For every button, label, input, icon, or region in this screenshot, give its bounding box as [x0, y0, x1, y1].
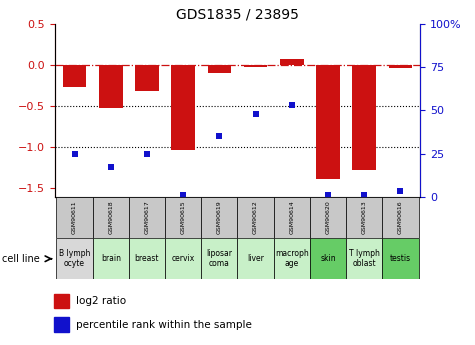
Text: B lymph
ocyte: B lymph ocyte: [59, 249, 90, 268]
Bar: [135, 65, 159, 91]
Text: GSM90616: GSM90616: [398, 200, 403, 234]
Text: testis: testis: [390, 254, 411, 263]
Text: GSM90615: GSM90615: [180, 200, 186, 234]
Bar: [165, 238, 201, 279]
Bar: [310, 197, 346, 238]
Bar: [99, 65, 123, 108]
Bar: [57, 197, 93, 238]
Text: GSM90613: GSM90613: [362, 200, 367, 234]
Bar: [201, 238, 238, 279]
Bar: [238, 238, 274, 279]
Text: liver: liver: [247, 254, 264, 263]
Bar: [165, 197, 201, 238]
Bar: [129, 238, 165, 279]
Text: breast: breast: [135, 254, 159, 263]
Bar: [310, 238, 346, 279]
Bar: [54, 317, 69, 332]
Text: macroph
age: macroph age: [275, 249, 309, 268]
Text: percentile rank within the sample: percentile rank within the sample: [76, 320, 252, 329]
Text: liposar
coma: liposar coma: [207, 249, 232, 268]
Text: GSM90611: GSM90611: [72, 200, 77, 234]
Text: skin: skin: [320, 254, 336, 263]
Bar: [54, 294, 69, 308]
Bar: [352, 65, 376, 170]
Title: GDS1835 / 23895: GDS1835 / 23895: [176, 8, 299, 22]
Text: GSM90617: GSM90617: [144, 200, 150, 234]
Bar: [238, 197, 274, 238]
Bar: [93, 197, 129, 238]
Text: cervix: cervix: [171, 254, 195, 263]
Bar: [57, 238, 93, 279]
Text: cell line: cell line: [2, 255, 40, 264]
Bar: [171, 65, 195, 150]
Bar: [274, 238, 310, 279]
Bar: [274, 197, 310, 238]
Bar: [201, 197, 238, 238]
Text: brain: brain: [101, 254, 121, 263]
Text: GSM90619: GSM90619: [217, 200, 222, 234]
Bar: [93, 238, 129, 279]
Text: T lymph
oblast: T lymph oblast: [349, 249, 380, 268]
Bar: [382, 197, 418, 238]
Bar: [244, 65, 267, 67]
Text: GSM90614: GSM90614: [289, 200, 294, 234]
Bar: [129, 197, 165, 238]
Bar: [208, 65, 231, 73]
Text: GSM90618: GSM90618: [108, 200, 113, 234]
Text: log2 ratio: log2 ratio: [76, 296, 126, 306]
Bar: [280, 59, 304, 65]
Bar: [346, 197, 382, 238]
Bar: [389, 65, 412, 68]
Bar: [346, 238, 382, 279]
Text: GSM90620: GSM90620: [325, 200, 331, 234]
Bar: [316, 65, 340, 179]
Text: GSM90612: GSM90612: [253, 200, 258, 234]
Bar: [382, 238, 418, 279]
Bar: [63, 65, 86, 87]
